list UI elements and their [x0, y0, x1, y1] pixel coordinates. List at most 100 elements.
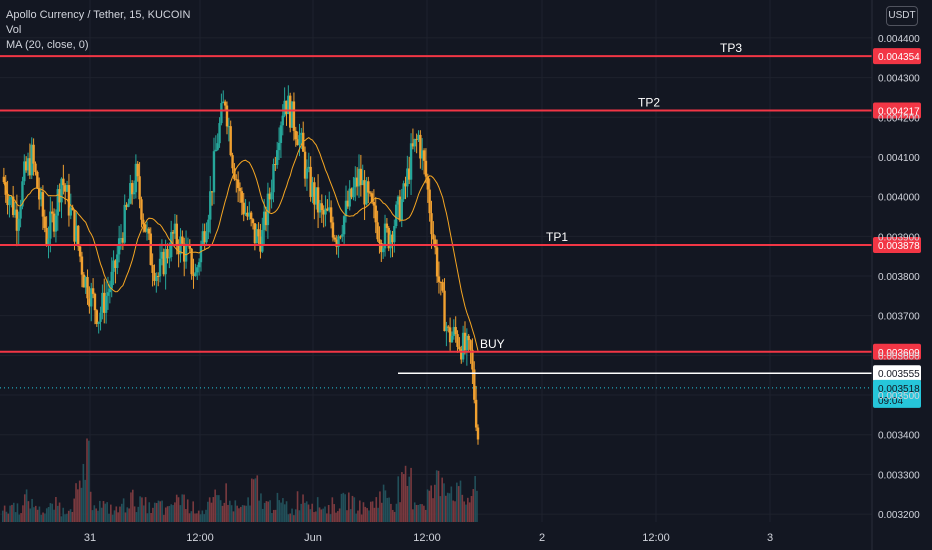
candle-body	[406, 168, 409, 187]
volume-bar	[60, 516, 63, 522]
candle-body	[348, 188, 351, 207]
volume-bar	[474, 476, 476, 522]
chart-legend: Apollo Currency / Tether, 15, KUCOIN Vol…	[6, 8, 190, 53]
candle-body	[471, 349, 474, 370]
volume-bar	[51, 503, 54, 522]
volume-bar	[346, 510, 348, 522]
candle-body	[136, 163, 139, 177]
volume-bar	[40, 514, 43, 522]
volume-bar	[42, 512, 44, 522]
ma-line	[3, 136, 479, 351]
volume-bar	[11, 504, 13, 522]
volume-indicator-label[interactable]: Vol	[6, 24, 22, 36]
candle-body	[75, 225, 78, 242]
candle-body	[461, 332, 465, 360]
volume-bar	[452, 500, 454, 522]
candle-body	[268, 193, 271, 200]
volume-bar	[454, 501, 456, 522]
volume-bar	[45, 508, 48, 522]
candle-body	[13, 209, 17, 215]
candle-body	[354, 177, 357, 188]
candle-body	[91, 288, 95, 294]
candle-body	[56, 189, 59, 216]
volume-bar	[291, 508, 293, 522]
volume-bar	[214, 489, 216, 522]
volume-bar	[135, 512, 138, 522]
volume-bar	[210, 502, 213, 522]
volume-bar	[377, 507, 379, 522]
volume-bar	[366, 508, 368, 522]
volume-bar	[207, 501, 209, 522]
candle-body	[450, 335, 454, 343]
price-axis[interactable]: 0.004400 0.004300 0.004200 0.004100 0.004000…	[871, 0, 920, 550]
volume-bar	[192, 501, 194, 522]
candle-body	[222, 101, 225, 104]
candle-body	[376, 222, 379, 240]
volume-bar	[428, 490, 431, 522]
candle-body	[244, 212, 247, 215]
candle-body	[419, 134, 422, 159]
volume-bar	[417, 504, 420, 522]
volume-bar	[218, 495, 220, 522]
volume-bar	[124, 512, 127, 522]
candle-body	[90, 288, 93, 307]
volume-bar	[84, 479, 86, 522]
candle-body	[272, 164, 275, 193]
level-price-tag	[873, 102, 921, 119]
candle-body	[337, 236, 340, 247]
candle-body	[103, 292, 106, 313]
volume-bar	[432, 498, 434, 522]
candle-body	[249, 212, 253, 220]
volume-bar	[29, 508, 32, 522]
candle-body	[32, 144, 35, 164]
volume-bar	[421, 504, 423, 522]
currency-button[interactable]: USDT	[886, 6, 918, 26]
level-price-tag	[873, 237, 921, 254]
symbol-title[interactable]: Apollo Currency / Tether, 15, KUCOIN	[6, 9, 191, 21]
level-price-tag	[873, 343, 921, 360]
candle-body	[2, 176, 6, 183]
candle-body	[322, 210, 325, 215]
volume-bar	[443, 483, 445, 522]
candle-body	[24, 161, 28, 171]
volume-bar	[155, 503, 158, 522]
volume-bar	[307, 504, 310, 522]
candle-body	[253, 223, 257, 244]
volume-bar	[302, 494, 304, 522]
volume-bar	[22, 505, 24, 522]
price-levels[interactable]: TP3 0.004354 TP2 0.004217 TP1 0.003878 BUY 0.00…	[0, 41, 921, 408]
candle-body	[465, 335, 469, 351]
candle-body	[430, 213, 433, 235]
volume-bar	[364, 506, 367, 522]
volume-bar	[36, 509, 39, 522]
volume-bar	[102, 501, 105, 522]
time-axis[interactable]: 31 12:00 Jun 12:00 2 12:00 3	[84, 532, 773, 544]
level-price-label: 0.004217	[878, 107, 920, 118]
candle-body	[114, 260, 117, 268]
candle-body	[445, 326, 448, 332]
candle-body	[432, 234, 435, 240]
candle-body	[463, 332, 467, 351]
volume-bar	[287, 514, 290, 522]
ma-indicator-label[interactable]: MA (20, close, 0)	[6, 39, 89, 51]
volume-bar	[362, 502, 365, 522]
volume-bar	[80, 487, 83, 522]
volume-bar	[300, 503, 303, 522]
candle-body	[142, 219, 145, 225]
volume-bar	[9, 505, 11, 522]
volume-bar	[14, 512, 17, 522]
y-tick-label: 0.003900	[878, 232, 920, 243]
y-tick-label: 0.004200	[878, 113, 920, 124]
candle-body	[205, 232, 208, 243]
volume-bar	[172, 505, 174, 522]
volume-bar	[188, 513, 191, 522]
level-label-tp3: TP3	[720, 41, 742, 55]
volume-bar	[434, 484, 436, 522]
volume-bar	[12, 502, 15, 522]
candle-body	[62, 178, 65, 186]
candle-body	[454, 327, 457, 335]
volume-bar	[137, 506, 140, 522]
y-tick-label: 0.004100	[878, 153, 920, 164]
candle-body	[441, 282, 444, 291]
